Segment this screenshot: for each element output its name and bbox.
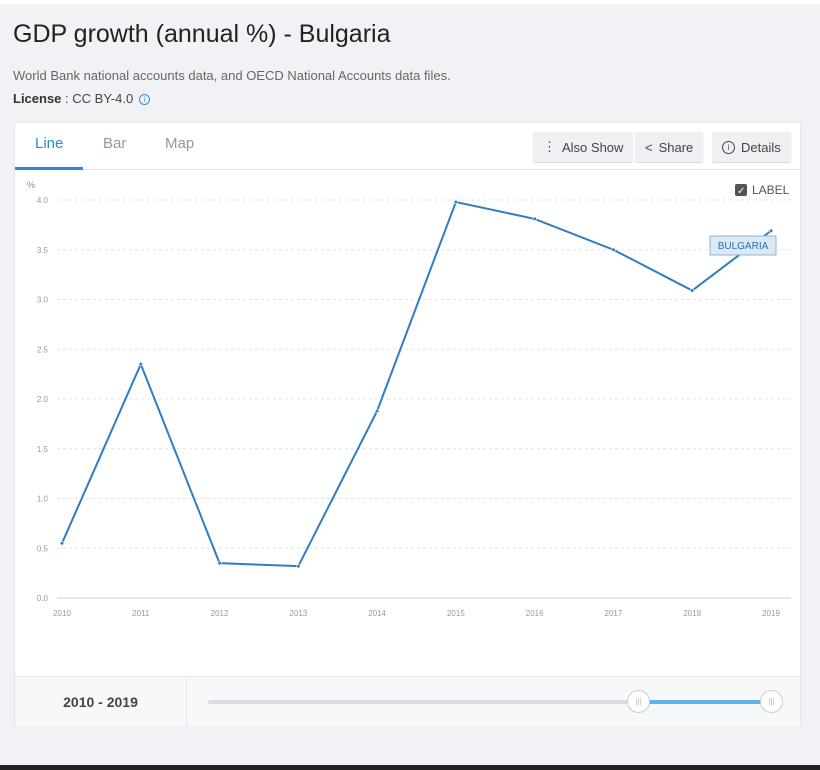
details-label: Details — [741, 139, 781, 155]
check-icon: ✓ — [737, 186, 745, 197]
series-label-box — [709, 235, 777, 256]
x-tick-label: 2017 — [605, 609, 623, 618]
info-icon: i — [722, 140, 735, 154]
also-show-label: Also Show — [562, 139, 624, 155]
slider-handle-end[interactable]: ||| — [760, 690, 783, 713]
data-point[interactable] — [217, 561, 222, 566]
y-tick-label: 2.5 — [37, 345, 49, 354]
data-point[interactable] — [768, 228, 774, 233]
tab-bar-chart[interactable]: Bar — [103, 135, 127, 152]
also-show-button[interactable]: ⋮ Also Show — [533, 132, 634, 162]
data-point[interactable] — [138, 362, 143, 367]
license-label: License — [13, 91, 62, 106]
series-label: BULGARIA — [718, 241, 769, 252]
y-tick-label: 1.0 — [37, 495, 49, 504]
slider-selected-range — [637, 700, 771, 704]
data-point[interactable] — [59, 541, 65, 546]
data-point[interactable] — [375, 408, 380, 414]
tab-line[interactable]: Line — [35, 135, 64, 152]
active-tab-indicator — [15, 167, 83, 170]
x-tick-label: 2019 — [762, 609, 780, 618]
y-tick-label: 3.5 — [37, 246, 49, 255]
share-button[interactable]: < Share — [635, 132, 704, 162]
bottom-bar — [0, 765, 820, 770]
data-point[interactable] — [453, 199, 458, 205]
y-tick-label: 1.5 — [37, 445, 49, 454]
slider-handle-start[interactable]: ||| — [627, 690, 650, 713]
x-tick-label: 2014 — [368, 609, 386, 618]
details-button[interactable]: i Details — [712, 132, 791, 162]
share-label: Share — [658, 139, 694, 155]
line-chart: 0.0 0.5 1.0 1.5 2.0 2.5 3.0 3.5 4.0 2010 2011 2012 2… — [27, 180, 791, 618]
data-point[interactable] — [690, 288, 695, 293]
x-tick-label: 2015 — [447, 609, 465, 618]
tab-map[interactable]: Map — [165, 135, 195, 152]
tab-bar: Line Bar Map ⋮ Also Show < Share i Details — [15, 123, 800, 170]
share-icon: < — [645, 139, 653, 155]
range-bar: 2010 - 2019 ||| ||| — [15, 676, 800, 727]
y-axis-unit: % — [27, 180, 35, 190]
x-tick-label: 2011 — [132, 609, 150, 618]
x-tick-label: 2012 — [211, 609, 229, 618]
source-text: World Bank national accounts data, and O… — [13, 68, 451, 83]
data-point[interactable] — [532, 216, 537, 222]
x-tick-label: 2018 — [683, 609, 701, 618]
x-tick-label: 2013 — [289, 609, 307, 618]
license: License : CC BY-4.0 i — [13, 91, 151, 106]
series-line-bulgaria — [61, 200, 772, 568]
y-tick-label: 0.5 — [37, 544, 49, 553]
info-icon[interactable]: i — [139, 94, 151, 105]
more-vertical-icon: ⋮ — [543, 139, 556, 154]
x-tick-label: 2010 — [53, 609, 71, 618]
data-point[interactable] — [611, 247, 616, 252]
y-tick-label: 3.0 — [37, 296, 49, 305]
license-value: : CC BY-4.0 — [65, 91, 134, 106]
y-tick-label: 4.0 — [37, 196, 49, 205]
label-checkbox[interactable] — [735, 184, 747, 196]
label-toggle-text: LABEL — [752, 183, 790, 197]
slider-track[interactable] — [208, 700, 778, 704]
page-title: GDP growth (annual %) - Bulgaria — [13, 20, 391, 48]
y-tick-label: 2.0 — [37, 395, 49, 404]
chart-card: Line Bar Map ⋮ Also Show < Share i Details … — [14, 122, 801, 727]
data-point[interactable] — [296, 564, 301, 569]
y-tick-label: 0.0 — [37, 594, 49, 603]
x-tick-label: 2016 — [526, 609, 544, 618]
range-text: 2010 - 2019 — [15, 677, 187, 727]
top-strip — [0, 0, 820, 4]
